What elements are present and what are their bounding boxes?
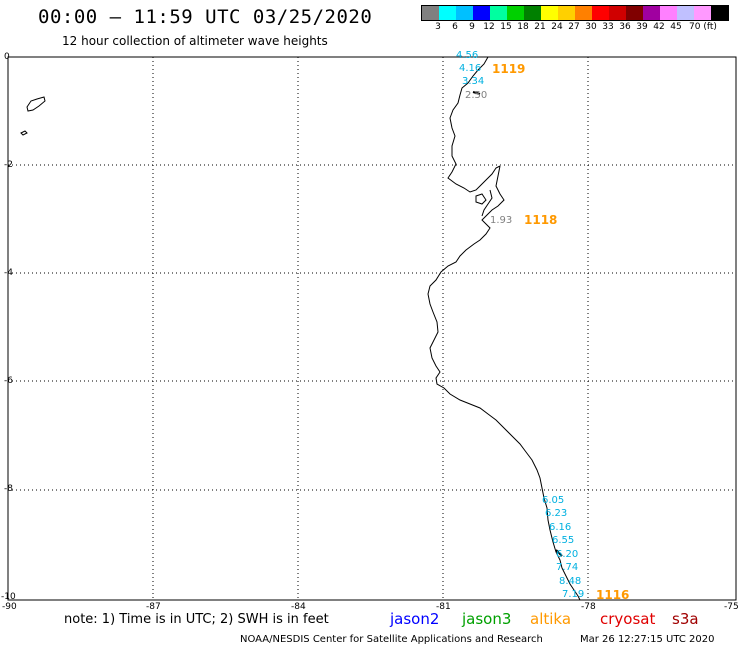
credit-line: NOAA/NESDIS Center for Satellite Applica… [240, 634, 543, 645]
wave-height-color-scale: 3 6 9 12 15 18 21 24 27 30 33 36 39 42 45 70 (ft) [421, 5, 729, 33]
lat-tick-minus4: -4 [4, 268, 13, 278]
legend-altika: altika [530, 610, 572, 628]
lat-tick-minus10: -10 [1, 592, 16, 602]
color-scale-label: 70 (ft) [689, 22, 717, 32]
color-scale-label: 21 [534, 22, 546, 32]
color-swatch [507, 6, 524, 20]
wave-height-label: 6.16 [549, 522, 572, 533]
wave-height-label: 4.56 [456, 50, 479, 61]
lon-tick-minus90: -90 [2, 602, 17, 612]
map-subtitle: 12 hour collection of altimeter wave hei… [62, 34, 328, 48]
wave-height-label: 3.34 [462, 76, 485, 87]
wave-height-label: 6.20 [556, 549, 579, 560]
wave-height-label: 4.16 [459, 63, 482, 74]
color-swatch [541, 6, 558, 20]
footer-note: note: 1) Time is in UTC; 2) SWH is in fe… [64, 612, 329, 627]
color-swatch [626, 6, 643, 20]
color-swatch [643, 6, 660, 20]
lon-tick-minus81: -81 [436, 602, 451, 612]
color-swatch [711, 6, 728, 20]
color-swatch [490, 6, 507, 20]
color-swatch [694, 6, 711, 20]
coastline [427, 56, 581, 601]
wave-height-label: 6.55 [552, 535, 575, 546]
color-swatch [660, 6, 677, 20]
legend-cryosat: cryosat [600, 610, 656, 628]
wave-height-label: 7.19 [562, 589, 585, 600]
color-swatch [456, 6, 473, 20]
color-scale-label: 9 [469, 22, 475, 32]
lon-tick-minus78: -78 [581, 602, 596, 612]
pass-number-label: 1119 [492, 62, 526, 76]
color-scale-label: 6 [452, 22, 458, 32]
color-scale-label: 12 [483, 22, 495, 32]
galapagos-islands [20, 96, 46, 136]
color-swatch [575, 6, 592, 20]
color-scale-label: 33 [602, 22, 614, 32]
color-swatch [558, 6, 575, 20]
wave-height-label: 8.48 [559, 576, 582, 587]
pass-number-label: 1116 [596, 588, 630, 602]
color-scale-label: 36 [619, 22, 631, 32]
map-frame [7, 56, 737, 601]
lat-tick-minus6: -6 [4, 376, 13, 386]
color-scale-label: 15 [500, 22, 512, 32]
grid-lines [8, 57, 736, 600]
color-swatch [609, 6, 626, 20]
wave-height-label: 7.74 [556, 562, 579, 573]
lat-tick-0: 0 [4, 52, 10, 62]
color-scale-label: 39 [636, 22, 648, 32]
lon-tick-minus84: -84 [291, 602, 306, 612]
lat-tick-minus2: -2 [4, 160, 13, 170]
color-scale-label: 30 [585, 22, 597, 32]
gulf-of-guayaquil [475, 189, 493, 217]
lat-tick-minus8: -8 [4, 484, 13, 494]
pass-number-label: 1118 [524, 213, 558, 227]
wave-height-label: 2.50 [465, 90, 488, 101]
color-scale-label: 24 [551, 22, 563, 32]
color-scale-label: 3 [435, 22, 441, 32]
color-swatch [592, 6, 609, 20]
color-scale-labels: 3 6 9 12 15 18 21 24 27 30 33 36 39 42 45 70 (ft) [421, 21, 729, 33]
generation-timestamp: Mar 26 12:27:15 UTC 2020 [580, 634, 715, 645]
wave-height-label: 6.23 [545, 508, 568, 519]
color-scale-label: 18 [517, 22, 529, 32]
color-swatch [473, 6, 490, 20]
color-swatch [422, 6, 439, 20]
legend-jason2: jason2 [390, 610, 440, 628]
color-scale-label: 45 [670, 22, 682, 32]
wave-height-label: 6.05 [542, 495, 565, 506]
color-scale-label: 27 [568, 22, 580, 32]
legend-s3a: s3a [672, 610, 699, 628]
color-scale-label: 42 [653, 22, 665, 32]
color-swatch [439, 6, 456, 20]
satellite-tracks [472, 91, 563, 557]
color-swatches [421, 5, 729, 21]
color-swatch [524, 6, 541, 20]
color-swatch [677, 6, 694, 20]
lon-tick-minus87: -87 [146, 602, 161, 612]
wave-height-label: 1.93 [490, 215, 513, 226]
map-title: 00:00 – 11:59 UTC 03/25/2020 [38, 6, 373, 28]
lon-tick-minus75: -75 [724, 602, 739, 612]
legend-jason3: jason3 [462, 610, 512, 628]
